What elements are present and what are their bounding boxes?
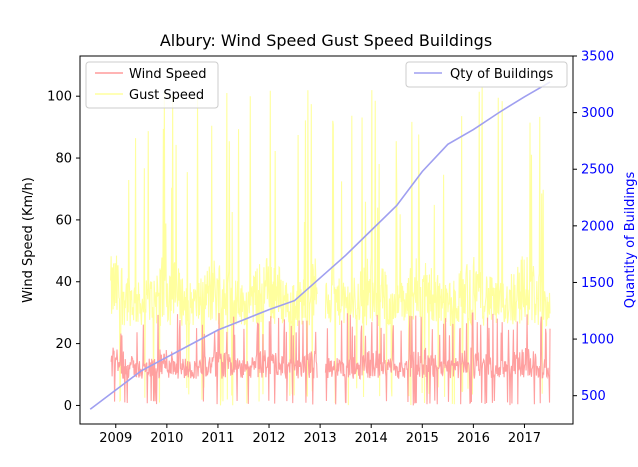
y-tick-label: 60 [55,213,72,228]
y-tick-label: 40 [55,275,72,290]
x-tick-label: 2015 [406,431,439,446]
y2-tick-label: 500 [581,389,606,404]
series-line-gust-speed [110,86,551,406]
plot-frame [79,55,574,425]
legend-right-box [405,61,568,88]
x-tick-label: 2012 [252,431,285,446]
x-tick-label: 2017 [508,431,541,446]
y2-tick-label: 1500 [581,276,614,291]
y-tick-label: 0 [64,399,72,414]
legend-label-gust: Gust Speed [129,88,204,103]
y-axis-label-left: Wind Speed (Km/h) [21,177,36,303]
x-tick-label: 2010 [150,431,183,446]
legend-right: Qty of Buildings [405,61,568,88]
y-axis-right: 500 1000 1500 2000 2500 3000 3500 [573,50,614,404]
x-axis: 2009 2010 2011 2012 2013 2014 2015 2016 2017 [99,424,541,446]
series-line-qty-of-buildings [89,81,551,410]
legend-left: Wind Speed Gust Speed [85,61,219,109]
y-tick-label: 20 [55,337,72,352]
y-tick-label: 80 [55,152,72,167]
y-axis-left: 0 20 40 60 80 100 [47,90,80,414]
chart-title: Albury: Wind Speed Gust Speed Buildings [160,31,492,50]
x-tick-label: 2011 [201,431,234,446]
legend-label-wind: Wind Speed [129,67,207,82]
y-axis-label-right: Quantity of Buildings [623,172,638,309]
legend-label-buildings: Qty of Buildings [450,67,554,82]
y2-tick-label: 2000 [581,219,614,234]
x-tick-label: 2013 [304,431,337,446]
y2-tick-label: 3000 [581,106,614,121]
x-tick-label: 2009 [99,431,132,446]
y2-tick-label: 3500 [581,50,614,65]
y-tick-label: 100 [47,90,72,105]
y2-tick-label: 1000 [581,333,614,348]
x-tick-label: 2014 [355,431,388,446]
y2-tick-label: 2500 [581,163,614,178]
x-tick-label: 2016 [457,431,490,446]
